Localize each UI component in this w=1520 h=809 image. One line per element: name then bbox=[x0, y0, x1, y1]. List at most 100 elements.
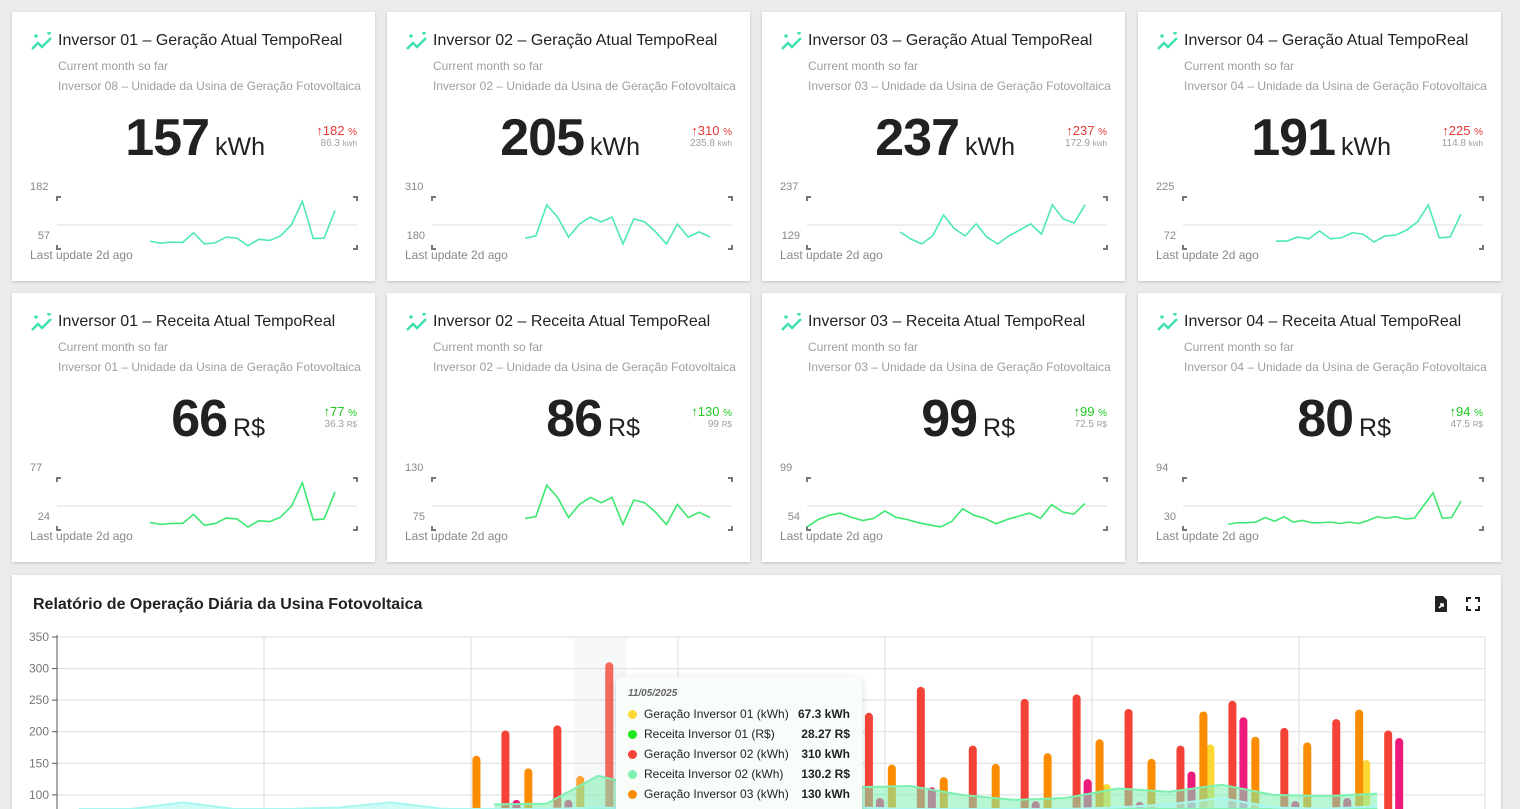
sparkline bbox=[1182, 196, 1484, 250]
bar-2-17 bbox=[968, 745, 977, 809]
bracket bbox=[1479, 526, 1484, 531]
current-value: 205 kWh bbox=[500, 109, 640, 167]
card-description: Inversor 02 – Unidade da Usina de Geraçã… bbox=[433, 360, 736, 374]
bar-4-22 bbox=[1199, 711, 1208, 809]
y-tick-label: 200 bbox=[29, 725, 49, 739]
delta-percent: ↑77 % bbox=[323, 404, 358, 419]
legend-dot bbox=[628, 770, 637, 779]
spark-min-label: 54 bbox=[787, 511, 800, 523]
bracket bbox=[431, 526, 436, 531]
tooltip-row: Receita Inversor 01 (R$) 28.27 R$ bbox=[628, 726, 850, 744]
sparkle-trend-icon bbox=[406, 32, 427, 50]
daily-report-panel: Relatório de Operação Diária da Usina Fo… bbox=[12, 575, 1501, 809]
spark-line bbox=[524, 483, 711, 527]
sparkline bbox=[56, 477, 358, 531]
bracket bbox=[56, 196, 61, 201]
inverter-kpi-card: Inversor 02 – Receita Atual TempoReal Cu… bbox=[387, 293, 750, 562]
arrow-up-icon: ↑ bbox=[1449, 404, 1457, 419]
sparkle-trend-icon bbox=[31, 32, 52, 50]
inverter-kpi-card: Inversor 03 – Geração Atual TempoReal Cu… bbox=[762, 12, 1125, 281]
card-description: Inversor 01 – Unidade da Usina de Geraçã… bbox=[58, 360, 361, 374]
y-tick-label: 150 bbox=[29, 756, 49, 770]
bracket bbox=[431, 196, 436, 201]
bar-2-9 bbox=[553, 725, 562, 809]
reference-value: 47.5 R$ bbox=[1450, 419, 1483, 430]
bar-2-24 bbox=[1332, 719, 1341, 809]
bar-4-25 bbox=[1355, 709, 1364, 809]
card-subtitle: Current month so far bbox=[58, 59, 169, 73]
inverter-kpi-card: Inversor 02 – Geração Atual TempoReal Cu… bbox=[387, 12, 750, 281]
bracket bbox=[1103, 526, 1108, 531]
card-subtitle: Current month so far bbox=[808, 59, 919, 73]
bracket bbox=[1103, 245, 1108, 250]
bar-2-22 bbox=[1228, 700, 1237, 809]
bracket bbox=[1479, 245, 1484, 250]
spark-min-label: 30 bbox=[1163, 511, 1176, 523]
sparkline bbox=[1182, 477, 1484, 531]
sparkline bbox=[431, 196, 733, 250]
delta-block: ↑310 % 235.8 kwh bbox=[690, 123, 732, 149]
fullscreen-icon[interactable] bbox=[1464, 595, 1482, 613]
y-tick-label: 100 bbox=[29, 788, 49, 802]
bracket bbox=[806, 245, 811, 250]
card-subtitle: Current month so far bbox=[1184, 340, 1295, 354]
reference-value: 86.3 kwh bbox=[320, 138, 357, 149]
reference-value: 114.8 kwh bbox=[1441, 138, 1483, 149]
arrow-up-icon: ↑ bbox=[323, 404, 331, 419]
y-tick-label: 250 bbox=[29, 693, 49, 707]
bracket bbox=[353, 477, 358, 482]
bar-5-22 bbox=[1239, 717, 1248, 809]
current-value: 80 R$ bbox=[1297, 390, 1391, 448]
spark-max-label: 310 bbox=[405, 181, 424, 193]
card-title: Inversor 02 – Geração Atual TempoReal bbox=[433, 32, 718, 49]
bracket bbox=[431, 477, 436, 482]
bracket bbox=[806, 526, 811, 531]
reference-value: 72.5 R$ bbox=[1074, 419, 1107, 430]
arrow-up-icon: ↑ bbox=[1073, 404, 1081, 419]
reference-value: 235.8 kwh bbox=[689, 138, 732, 149]
sparkle-trend-icon bbox=[781, 32, 802, 50]
tooltip-row: Receita Inversor 02 (kWh) 130.2 R$ bbox=[628, 766, 850, 784]
delta-percent: ↑130 % bbox=[691, 404, 732, 419]
legend-dot bbox=[628, 710, 637, 719]
delta-percent: ↑182 % bbox=[316, 123, 357, 138]
sparkle-trend-icon bbox=[406, 313, 427, 331]
bracket bbox=[728, 477, 733, 482]
current-value: 237 kWh bbox=[875, 109, 1015, 167]
area-6 bbox=[79, 798, 1378, 809]
bar-2-20 bbox=[1124, 708, 1133, 809]
inverter-kpi-card: Inversor 01 – Geração Atual TempoReal Cu… bbox=[12, 12, 375, 281]
last-update: Last update 2d ago bbox=[405, 248, 508, 262]
card-description: Inversor 04 – Unidade da Usina de Geraçã… bbox=[1184, 360, 1487, 374]
card-subtitle: Current month so far bbox=[1184, 59, 1295, 73]
bar-4-8 bbox=[472, 755, 481, 809]
bracket bbox=[353, 196, 358, 201]
spark-max-label: 99 bbox=[780, 462, 793, 474]
bar-2-16 bbox=[916, 686, 925, 809]
inverter-kpi-card: Inversor 04 – Geração Atual TempoReal Cu… bbox=[1138, 12, 1501, 281]
card-subtitle: Current month so far bbox=[808, 340, 919, 354]
bracket bbox=[1479, 477, 1484, 482]
legend-dot bbox=[628, 730, 637, 739]
bracket bbox=[1182, 245, 1187, 250]
bracket bbox=[353, 245, 358, 250]
delta-block: ↑237 % 172.9 kwh bbox=[1065, 123, 1107, 149]
current-value: 86 R$ bbox=[546, 390, 640, 448]
bar-4-9 bbox=[524, 768, 533, 809]
spark-line bbox=[149, 480, 336, 529]
inverter-kpi-card: Inversor 04 – Receita Atual TempoReal Cu… bbox=[1138, 293, 1501, 562]
bracket bbox=[728, 245, 733, 250]
file-export-icon[interactable] bbox=[1432, 595, 1450, 613]
spark-max-label: 225 bbox=[1156, 181, 1175, 193]
last-update: Last update 2d ago bbox=[1156, 529, 1259, 543]
bracket bbox=[728, 196, 733, 201]
current-value: 99 R$ bbox=[921, 390, 1015, 448]
bracket bbox=[56, 477, 61, 482]
sparkline bbox=[806, 477, 1108, 531]
sparkline bbox=[806, 196, 1108, 250]
spark-line bbox=[806, 502, 1086, 528]
bar-2-23 bbox=[1280, 727, 1289, 809]
bar-2-18 bbox=[1020, 698, 1029, 809]
current-value: 66 R$ bbox=[171, 390, 265, 448]
card-title: Inversor 03 – Receita Atual TempoReal bbox=[808, 313, 1086, 330]
